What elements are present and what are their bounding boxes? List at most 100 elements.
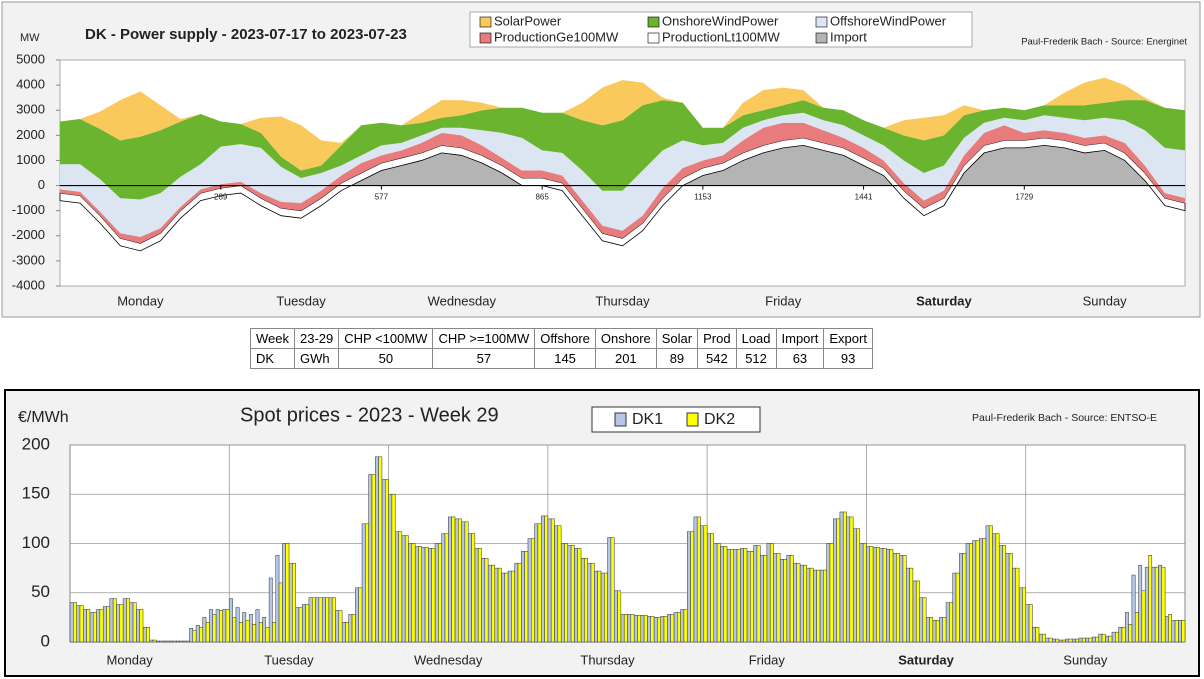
bar (949, 602, 953, 643)
day-label: Monday (107, 652, 154, 667)
bar (819, 569, 824, 643)
bar (942, 617, 947, 643)
bar (683, 609, 688, 643)
bar (995, 533, 1000, 643)
table-cell: CHP <100MW (338, 328, 434, 349)
bar (225, 609, 230, 643)
bar (1075, 638, 1080, 643)
bar (175, 640, 180, 643)
bar (156, 640, 160, 643)
bar (262, 617, 267, 643)
bar (497, 567, 502, 643)
bar (272, 622, 276, 643)
table-cell: Offshore (534, 328, 596, 349)
bar (1058, 639, 1063, 643)
bar (982, 538, 987, 643)
bar (836, 518, 841, 643)
bar (1015, 567, 1020, 643)
bar (102, 606, 107, 643)
table-cell: 145 (534, 348, 596, 369)
bar (935, 620, 940, 643)
bar (620, 614, 625, 643)
bar (610, 537, 615, 643)
bar (222, 609, 227, 643)
bar (560, 543, 565, 643)
bar (162, 640, 167, 643)
bar (1032, 626, 1036, 643)
area (60, 112, 1185, 238)
bar (106, 606, 111, 643)
bar (686, 531, 691, 643)
bar (617, 590, 622, 643)
bar (451, 516, 456, 643)
table-cell: 201 (594, 348, 657, 369)
table-cell: Load (735, 328, 777, 349)
bar (730, 549, 734, 643)
bar (856, 528, 861, 643)
table-cell: 93 (823, 348, 873, 369)
bar (345, 622, 350, 643)
bar (388, 494, 393, 643)
bar (633, 615, 638, 643)
bar (809, 567, 814, 643)
bar (564, 543, 569, 643)
bar (1178, 620, 1182, 643)
bar (992, 533, 997, 643)
bar (248, 614, 253, 643)
bar (341, 622, 346, 643)
bar (1131, 574, 1136, 643)
x-tick-label: 289 (214, 193, 228, 202)
bar (902, 555, 907, 643)
bar (637, 615, 642, 643)
bar (501, 572, 505, 643)
bar (275, 555, 280, 643)
bar (640, 615, 645, 643)
bar (1111, 631, 1116, 643)
day-label: Tuesday (264, 652, 314, 667)
bar (441, 533, 446, 643)
bar (471, 533, 476, 643)
bar (1168, 614, 1172, 643)
table-row: DK GWh 50 57 145 201 89 542 512 63 93 (250, 348, 873, 369)
bar (766, 543, 771, 643)
x-tick-label: 865 (535, 193, 549, 202)
bar (932, 620, 937, 643)
bar (872, 547, 877, 643)
bar (696, 516, 701, 643)
y-tick-label: 0 (38, 177, 45, 192)
bar (1164, 616, 1169, 643)
bar (1148, 555, 1153, 643)
legend-label: Import (830, 29, 867, 44)
bar (832, 518, 837, 643)
bar (165, 640, 170, 643)
bar (1158, 564, 1163, 643)
bar (773, 553, 778, 643)
bar (846, 516, 851, 643)
bar (1002, 545, 1007, 643)
bar (1008, 553, 1013, 643)
bar (351, 614, 356, 643)
bar (746, 551, 751, 643)
bar (494, 567, 499, 643)
bar (643, 615, 648, 643)
bar (667, 614, 671, 643)
day-label: Saturday (916, 293, 972, 308)
bar (969, 543, 973, 643)
bar (882, 548, 887, 643)
bar (1144, 566, 1149, 643)
bar (726, 549, 731, 643)
table-cell: Solar (655, 328, 699, 349)
bar (922, 597, 927, 643)
bar (959, 553, 963, 643)
bar (514, 562, 519, 643)
bar (348, 614, 353, 643)
bar (876, 547, 880, 643)
bar (477, 548, 482, 643)
bar (282, 543, 286, 643)
bar (146, 626, 150, 643)
bar (521, 551, 525, 643)
bar (915, 580, 920, 643)
bar (318, 597, 323, 643)
bar (952, 572, 957, 643)
bar (660, 616, 665, 643)
